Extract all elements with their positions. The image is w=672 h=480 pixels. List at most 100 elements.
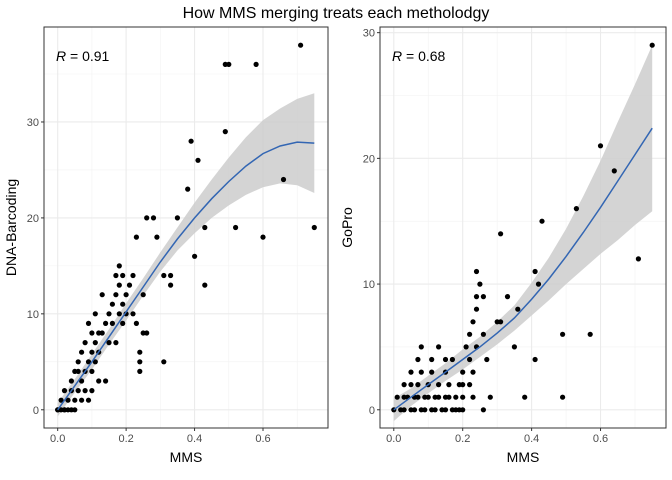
data-point <box>597 143 604 149</box>
data-point <box>560 331 566 337</box>
data-point <box>92 359 98 365</box>
data-point <box>106 311 112 317</box>
data-point <box>473 294 480 300</box>
data-point <box>72 397 78 403</box>
data-point <box>99 292 105 298</box>
data-point <box>113 292 119 298</box>
data-point <box>487 394 493 400</box>
data-point <box>298 42 304 48</box>
figure-title: How MMS merging treats each metholodgy <box>183 5 490 22</box>
data-point <box>260 234 266 240</box>
data-point <box>573 206 580 212</box>
data-point <box>460 394 466 400</box>
data-point <box>79 397 85 403</box>
data-point <box>89 330 95 336</box>
data-point <box>202 224 208 231</box>
data-point <box>436 382 442 388</box>
confidence-band <box>57 93 315 417</box>
x-tick-label: 0.0 <box>386 433 401 445</box>
panel-dna-barcoding: 0.0 0.2 0.4 0.6 0 10 20 30 MMS DNA-Barcoding R = 0… <box>3 26 329 465</box>
data-point <box>144 330 150 336</box>
data-point <box>89 388 95 394</box>
x-axis-title: MMS <box>507 449 540 465</box>
data-point <box>470 369 476 375</box>
y-axis-title: DNA-Barcoding <box>3 179 19 276</box>
data-point <box>161 272 167 279</box>
data-point <box>130 272 136 279</box>
data-point <box>85 320 92 326</box>
y-axis-title: GoPro <box>339 207 355 248</box>
data-point <box>401 407 407 413</box>
data-point <box>425 394 431 400</box>
data-point <box>233 224 239 231</box>
panel-border <box>43 26 329 429</box>
data-point <box>415 356 421 363</box>
data-point <box>222 129 228 135</box>
data-point <box>480 331 486 337</box>
x-tick-label: 0.2 <box>455 433 470 445</box>
y-tick-label: 30 <box>363 28 375 40</box>
data-point <box>68 378 74 384</box>
data-point <box>137 359 143 365</box>
y-tick-label: 0 <box>33 405 39 417</box>
data-point <box>75 359 81 365</box>
data-point <box>61 407 68 413</box>
data-point <box>446 394 452 400</box>
data-point <box>113 340 119 346</box>
data-point <box>137 368 143 374</box>
data-point <box>58 397 64 403</box>
data-point <box>522 394 528 400</box>
data-point <box>473 306 480 312</box>
data-point <box>85 359 92 365</box>
x-axis-title: MMS <box>170 449 203 465</box>
data-point <box>82 340 88 346</box>
data-point <box>635 256 642 262</box>
data-point <box>144 215 150 221</box>
data-point <box>75 388 81 394</box>
x-tick-label: 0.6 <box>255 433 270 445</box>
data-point <box>113 272 119 279</box>
data-point <box>467 331 473 337</box>
data-point <box>511 344 517 350</box>
data-point <box>446 382 452 388</box>
data-point <box>477 281 483 287</box>
data-point <box>432 407 438 413</box>
data-point <box>442 356 449 363</box>
y-tick-label: 20 <box>363 153 375 165</box>
data-point <box>453 394 459 400</box>
data-point <box>174 215 180 221</box>
data-point <box>75 368 81 374</box>
data-point <box>133 234 139 240</box>
data-point <box>467 382 473 388</box>
data-point <box>467 356 473 363</box>
data-point <box>188 138 194 144</box>
data-point <box>140 292 146 298</box>
data-point <box>463 344 469 350</box>
data-point <box>133 320 139 326</box>
data-point <box>116 282 122 288</box>
data-point <box>61 388 68 394</box>
data-point <box>532 356 538 363</box>
data-point <box>85 397 92 403</box>
data-point <box>79 378 85 384</box>
data-point <box>195 157 201 163</box>
panel-gopro: 0.0 0.2 0.4 0.6 0 10 20 30 MMS GoPro R = 0.68 <box>339 26 667 465</box>
correlation-value: = 0.91 <box>66 48 109 64</box>
x-tick-label: 0.6 <box>593 433 608 445</box>
data-point <box>311 224 317 231</box>
data-point <box>532 268 538 275</box>
data-point <box>535 281 542 287</box>
data-point <box>480 407 486 413</box>
data-point <box>130 311 136 317</box>
correlation-annotation: R = 0.68 <box>392 48 446 64</box>
smooth-line <box>57 141 315 411</box>
data-point <box>429 369 435 375</box>
data-point <box>168 282 174 288</box>
x-tick-label: 0.2 <box>118 433 133 445</box>
data-point <box>185 186 191 192</box>
data-point <box>436 394 442 400</box>
data-point <box>253 61 259 67</box>
data-point <box>150 215 157 221</box>
data-point <box>429 356 435 363</box>
